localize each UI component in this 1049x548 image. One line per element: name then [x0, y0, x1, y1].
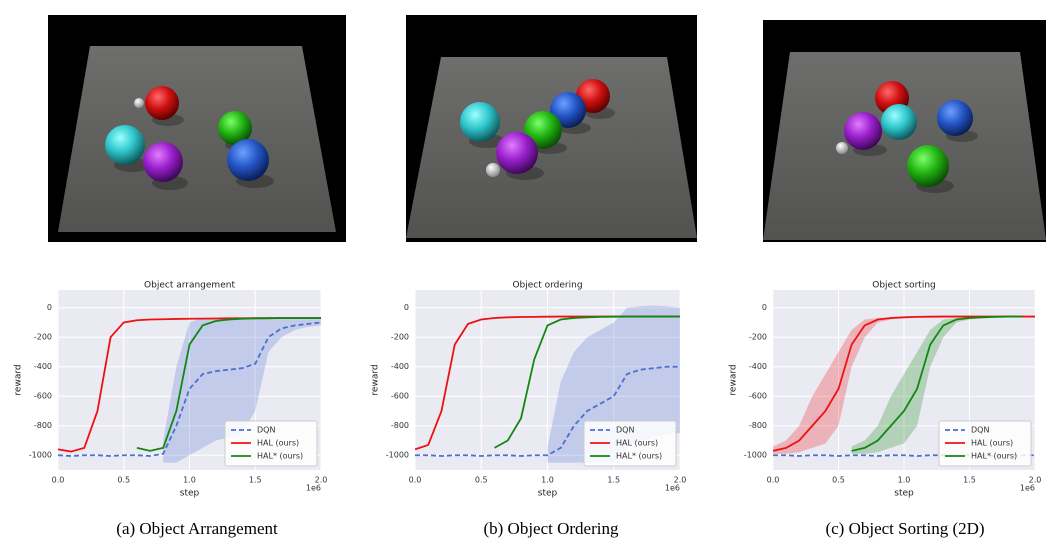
x-tick-label: 1.5: [607, 476, 620, 485]
y-tick-label: -600: [749, 392, 767, 401]
legend-label: HAL (ours): [971, 439, 1013, 448]
figure: Object arrangement 0 -200 -400 -600 -800 -1000…: [0, 0, 1049, 544]
x-tick-label: 1.0: [541, 476, 554, 485]
caption: (a) Object Arrangement: [116, 519, 278, 538]
chart: Object sorting 0 -200 -400 -600 -800 -1000 0.0 0…: [729, 281, 1042, 499]
y-tick-label: -400: [749, 362, 767, 371]
chart: Object ordering 0 -200 -400 -600 -800 -1000 0.0…: [371, 281, 687, 499]
legend-label: HAL* (ours): [971, 452, 1017, 461]
caption: (c) Object Sorting (2D): [825, 519, 984, 538]
y-tick-label: -1000: [744, 451, 767, 460]
page: {"chart_data": [ {"type": "line", "title…: [0, 0, 1049, 548]
x-tick-label: 1.0: [183, 476, 196, 485]
legend-label: DQN: [616, 426, 634, 435]
x-tick-label: 0.5: [832, 476, 845, 485]
x-tick-label: 1.0: [898, 476, 911, 485]
x-offset-label: 1e6: [306, 484, 321, 493]
chart-title: Object sorting: [872, 281, 936, 291]
legend-label: HAL* (ours): [616, 452, 662, 461]
y-tick-label: -1000: [386, 451, 409, 460]
y-axis-label: reward: [14, 364, 24, 395]
y-tick-label: -800: [749, 421, 767, 430]
y-tick-label: -600: [391, 392, 409, 401]
y-tick-label: 0: [47, 303, 52, 312]
chart-title: Object arrangement: [144, 281, 235, 291]
y-tick-label: -200: [749, 333, 767, 342]
y-axis-label: reward: [371, 364, 381, 395]
caption: (b) Object Ordering: [483, 519, 619, 538]
x-axis-label: step: [180, 489, 200, 499]
x-tick-label: 1.5: [963, 476, 976, 485]
y-tick-label: -600: [34, 392, 52, 401]
y-tick-label: -200: [391, 333, 409, 342]
scene-c: [763, 20, 1046, 242]
x-tick-label: 1.5: [249, 476, 262, 485]
y-tick-label: -800: [391, 421, 409, 430]
x-tick-label: 0.0: [767, 476, 780, 485]
y-tick-label: -800: [34, 421, 52, 430]
x-offset-label: 1e6: [1020, 484, 1035, 493]
x-tick-label: 0.5: [475, 476, 488, 485]
y-tick-label: 0: [762, 303, 767, 312]
legend-label: HAL (ours): [616, 439, 658, 448]
scene-a: [48, 15, 346, 242]
x-tick-label: 0.5: [117, 476, 130, 485]
y-tick-label: -400: [34, 362, 52, 371]
chart: Object arrangement 0 -200 -400 -600 -800 -1000…: [14, 281, 328, 499]
legend-label: HAL* (ours): [257, 452, 303, 461]
scene-b: [406, 15, 697, 242]
legend-label: DQN: [971, 426, 989, 435]
chart-title: Object ordering: [512, 281, 582, 291]
x-offset-label: 1e6: [665, 484, 680, 493]
legend-label: HAL (ours): [257, 439, 299, 448]
y-tick-label: 0: [404, 303, 409, 312]
x-tick-label: 0.0: [52, 476, 65, 485]
y-axis-label: reward: [729, 364, 739, 395]
x-tick-label: 0.0: [409, 476, 422, 485]
y-tick-label: -400: [391, 362, 409, 371]
y-tick-label: -1000: [29, 451, 52, 460]
x-axis-label: step: [538, 489, 558, 499]
x-axis-label: step: [894, 489, 914, 499]
y-tick-label: -200: [34, 333, 52, 342]
legend-label: DQN: [257, 426, 275, 435]
